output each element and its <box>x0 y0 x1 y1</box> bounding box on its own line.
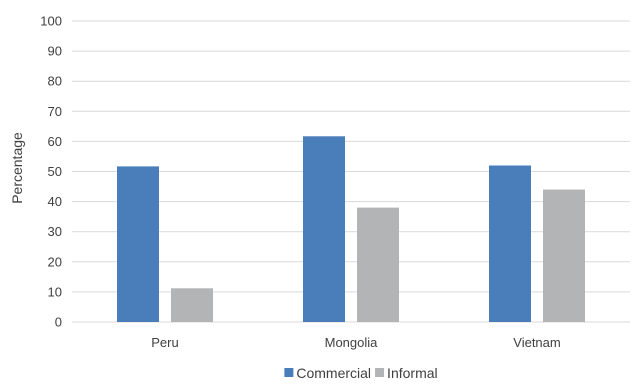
legend-label: Informal <box>387 365 438 381</box>
legend-item-informal: Informal <box>375 365 438 381</box>
y-tick-label: 60 <box>48 134 62 149</box>
y-tick-label: 90 <box>48 44 62 59</box>
y-tick-label: 0 <box>55 315 62 330</box>
legend-swatch <box>375 368 385 377</box>
bar-informal-vietnam <box>543 189 585 322</box>
x-tick-label: Vietnam <box>513 335 560 350</box>
x-tick-label: Peru <box>151 335 178 350</box>
x-axis-ticks: Peru Mongolia Vietnam <box>151 335 560 350</box>
bar-commercial-mongolia <box>303 136 345 322</box>
bar-commercial-vietnam <box>489 165 531 322</box>
y-axis-label: Percentage <box>9 132 25 204</box>
y-tick-label: 70 <box>48 104 62 119</box>
y-tick-label: 10 <box>48 284 62 299</box>
bars <box>117 136 585 322</box>
legend-swatch <box>284 368 294 377</box>
legend-item-commercial: Commercial <box>284 365 371 381</box>
bar-informal-mongolia <box>357 207 399 322</box>
y-tick-label: 50 <box>48 164 62 179</box>
bar-commercial-peru <box>117 166 159 322</box>
y-tick-label: 30 <box>48 224 62 239</box>
y-axis-ticks: 0 10 20 30 40 50 60 70 80 90 100 <box>40 14 62 330</box>
legend-label: Commercial <box>296 365 371 381</box>
y-tick-label: 40 <box>48 194 62 209</box>
y-tick-label: 20 <box>48 254 62 269</box>
x-tick-label: Mongolia <box>325 335 379 350</box>
y-tick-label: 100 <box>40 14 62 29</box>
legend: Commercial Informal <box>284 365 438 381</box>
gridlines <box>72 20 630 323</box>
y-tick-label: 80 <box>48 74 62 89</box>
bar-informal-peru <box>171 288 213 322</box>
